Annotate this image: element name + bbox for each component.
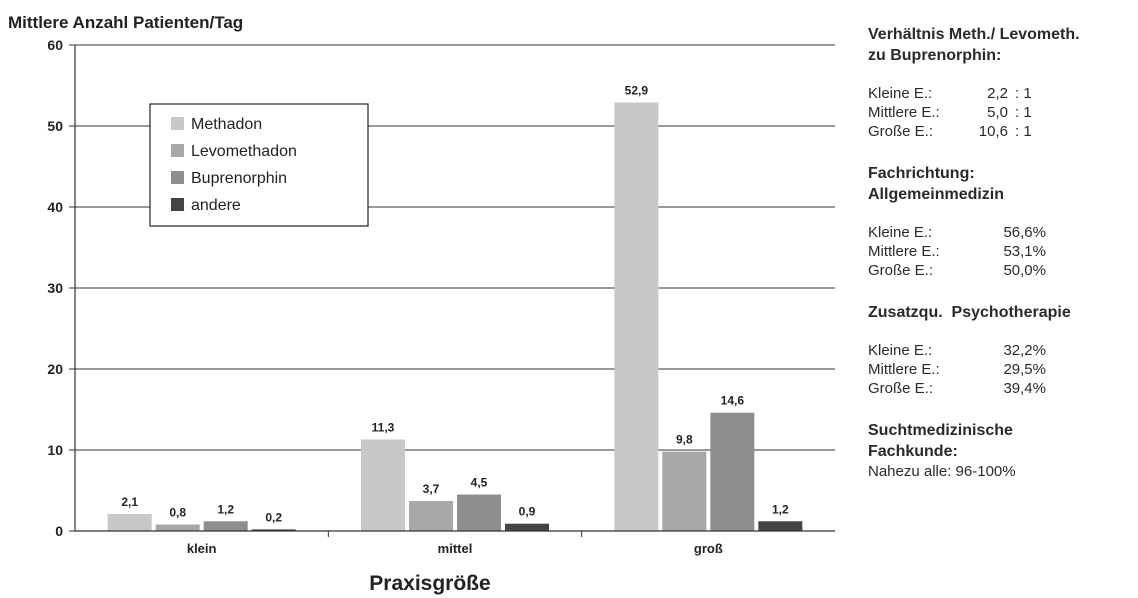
fach-heading-line1: Fachrichtung: xyxy=(868,165,975,182)
y-tick-label: 0 xyxy=(55,523,63,539)
y-tick-label: 20 xyxy=(47,361,63,377)
row-value: 10,6 xyxy=(978,123,1008,140)
ratio-row: Kleine E.: 2,2 : 1 xyxy=(868,84,1136,103)
legend: Methadon Levomethadon Buprenorphin andere xyxy=(149,103,369,227)
row-value: 50,0% xyxy=(1003,262,1046,279)
row-label: Kleine E.: xyxy=(868,85,933,102)
ratio-row: Große E.: 10,6 : 1 xyxy=(868,122,1136,141)
row-suffix: : 1 xyxy=(1015,85,1032,102)
row-value: 53,1% xyxy=(1003,243,1046,260)
y-tick-label: 50 xyxy=(47,118,63,134)
legend-label: Methadon xyxy=(191,116,262,133)
y-tick-label: 30 xyxy=(47,280,63,296)
row-value: 39,4% xyxy=(1003,380,1046,397)
fach-heading-line2: Allgemeinmedizin xyxy=(868,186,1005,203)
legend-swatch xyxy=(171,198,184,211)
bar-chart: Mittlere Anzahl Patienten/Tag 2,10,8 1,20… xyxy=(8,13,835,595)
bar-value-label: 0,2 xyxy=(265,510,282,524)
row-label: Kleine E.: xyxy=(868,342,933,359)
bar xyxy=(710,412,755,531)
zusatz-row: Kleine E.: 32,2% xyxy=(868,341,1136,360)
legend-swatch xyxy=(171,117,184,130)
fach-section: Fachrichtung: Allgemeinmedizin Kleine E.… xyxy=(868,163,1136,280)
row-label: Große E.: xyxy=(868,123,934,140)
bar-value-label: 52,9 xyxy=(625,84,649,98)
y-tick-label: 10 xyxy=(47,442,63,458)
fach-heading: Fachrichtung: Allgemeinmedizin xyxy=(868,163,1136,205)
bar xyxy=(505,523,549,531)
zusatz-row: Mittlere E.: 29,5% xyxy=(868,360,1136,379)
side-panel: Verhältnis Meth./ Levometh. zu Buprenorp… xyxy=(868,24,1136,503)
y-tick-label: 60 xyxy=(47,37,63,53)
bar xyxy=(758,521,803,531)
fach-row: Kleine E.: 56,6% xyxy=(868,223,1136,242)
data-labels: 2,1 0,8 1,2 0,2 11,3 3,7 4,5 0,9 52,9 9,8 14,6 1,2 xyxy=(121,84,789,525)
bar xyxy=(251,529,296,531)
row-value: 5,0 xyxy=(987,104,1008,121)
sucht-heading-line2: Fachkunde: xyxy=(868,443,958,460)
bar-value-label: 4,5 xyxy=(471,476,488,490)
bar-value-label: 0,8 xyxy=(169,506,186,520)
sucht-heading: Suchtmedizinische Fachkunde: xyxy=(868,420,1136,462)
legend-swatch xyxy=(171,144,184,157)
zusatz-row: Große E.: 39,4% xyxy=(868,379,1136,398)
bars xyxy=(107,102,803,531)
ratio-section: Verhältnis Meth./ Levometh. zu Buprenorp… xyxy=(868,24,1136,141)
sucht-section: Suchtmedizinische Fachkunde: Nahezu alle… xyxy=(868,420,1136,481)
bar xyxy=(361,439,405,531)
bar-value-label: 14,6 xyxy=(721,394,745,408)
row-value: 56,6% xyxy=(1003,224,1046,241)
x-tick-label: klein xyxy=(187,541,217,556)
sucht-note: Nahezu alle: 96-100% xyxy=(868,463,1016,480)
zusatz-heading: Zusatzqu. Psychotherapie xyxy=(868,302,1136,323)
zusatz-section: Zusatzqu. Psychotherapie Kleine E.: 32,2… xyxy=(868,302,1136,398)
x-axis-title: Praxisgröße xyxy=(369,572,490,595)
ratio-row: Mittlere E.: 5,0 : 1 xyxy=(868,103,1136,122)
bar xyxy=(155,524,200,531)
legend-box xyxy=(149,103,369,227)
legend-swatch xyxy=(171,171,184,184)
bar-value-label: 0,9 xyxy=(519,505,536,519)
fach-row: Mittlere E.: 53,1% xyxy=(868,242,1136,261)
x-tick-label: mittel xyxy=(438,541,473,556)
zusatz-heading-line1: Zusatzqu. Psychotherapie xyxy=(868,304,1071,321)
bar-value-label: 11,3 xyxy=(372,420,395,434)
row-label: Kleine E.: xyxy=(868,224,933,241)
row-label: Mittlere E.: xyxy=(868,104,940,121)
legend-label: Buprenorphin xyxy=(191,170,287,187)
row-label: Große E.: xyxy=(868,262,934,279)
row-label: Mittlere E.: xyxy=(868,361,940,378)
bar-value-label: 1,2 xyxy=(772,502,789,516)
bar xyxy=(203,521,248,531)
bar-value-label: 2,1 xyxy=(121,495,138,509)
x-tick-label: groß xyxy=(694,541,723,556)
legend-label: Levomethadon xyxy=(191,143,297,160)
bar xyxy=(614,102,659,531)
row-value: 32,2% xyxy=(1003,342,1046,359)
ratio-heading-line2: zu Buprenorphin: xyxy=(868,47,1002,64)
chart-title: Mittlere Anzahl Patienten/Tag xyxy=(8,13,243,32)
row-suffix: : 1 xyxy=(1015,123,1032,140)
legend-label: andere xyxy=(191,197,241,214)
ratio-heading: Verhältnis Meth./ Levometh. zu Buprenorp… xyxy=(868,24,1136,66)
bar xyxy=(662,451,707,531)
row-value: 29,5% xyxy=(1003,361,1046,378)
row-label: Mittlere E.: xyxy=(868,243,940,260)
bar-value-label: 9,8 xyxy=(676,433,693,447)
bar xyxy=(107,513,152,531)
bar xyxy=(457,494,501,531)
bar-value-label: 3,7 xyxy=(423,482,440,496)
bar-value-label: 1,2 xyxy=(217,502,234,516)
ratio-heading-line1: Verhältnis Meth./ Levometh. xyxy=(868,26,1080,43)
row-value: 2,2 xyxy=(987,85,1008,102)
y-tick-label: 40 xyxy=(47,199,63,215)
fach-row: Große E.: 50,0% xyxy=(868,261,1136,280)
bar xyxy=(409,501,453,531)
axes: 0 10 20 30 40 50 60 klein mittel groß xyxy=(47,37,835,556)
row-suffix: : 1 xyxy=(1015,104,1032,121)
sucht-heading-line1: Suchtmedizinische xyxy=(868,422,1013,439)
row-label: Große E.: xyxy=(868,380,934,397)
